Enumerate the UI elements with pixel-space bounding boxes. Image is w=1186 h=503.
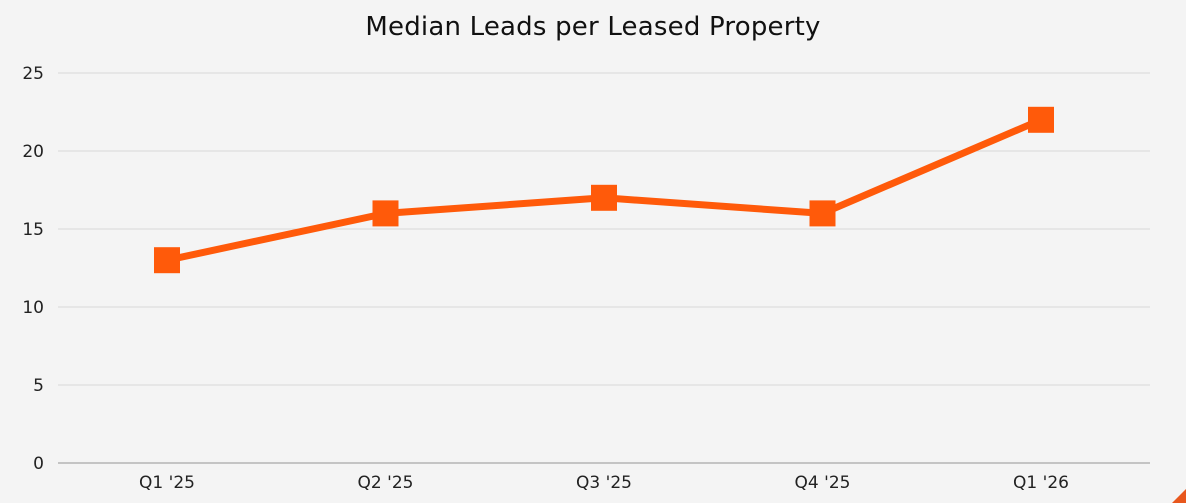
x-tick-label: Q1 '25 bbox=[139, 473, 195, 493]
x-tick-label: Q2 '25 bbox=[358, 473, 414, 493]
x-tick-label: Q4 '25 bbox=[795, 473, 851, 493]
y-tick-label: 5 bbox=[33, 376, 44, 396]
x-tick-label: Q1 '26 bbox=[1013, 473, 1069, 493]
data-point-marker bbox=[372, 200, 399, 227]
chart-title: Median Leads per Leased Property bbox=[365, 12, 821, 42]
y-tick-label: 15 bbox=[22, 220, 44, 240]
y-tick-label: 25 bbox=[22, 64, 44, 84]
data-point-marker bbox=[591, 184, 617, 211]
y-tick-label: 20 bbox=[22, 142, 44, 162]
y-tick-label: 10 bbox=[22, 298, 44, 318]
y-tick-label: 0 bbox=[33, 454, 44, 474]
data-point-marker bbox=[809, 200, 836, 227]
data-point-marker bbox=[154, 247, 180, 274]
data-point-marker bbox=[1028, 106, 1054, 133]
corner-accent-shape bbox=[1172, 489, 1186, 503]
x-tick-label: Q3 '25 bbox=[576, 473, 632, 493]
